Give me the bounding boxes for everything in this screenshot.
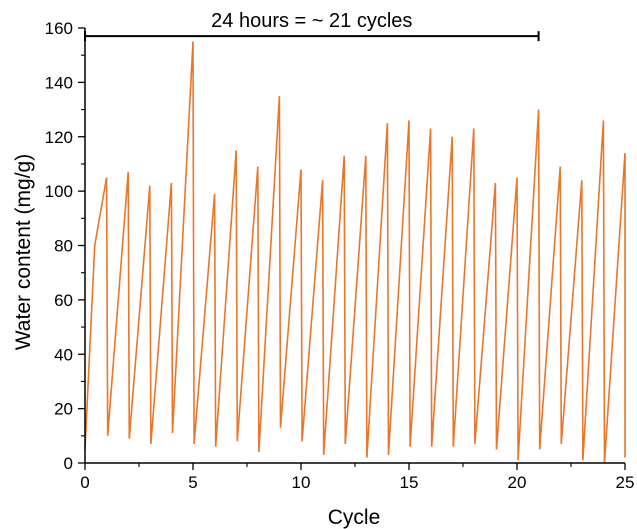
x-tick-label-15: 15	[400, 473, 419, 492]
y-tick-label-160: 160	[45, 19, 73, 38]
y-tick-label-80: 80	[54, 237, 73, 256]
ticks: 0 5 10 15 20 25 0 20 40 60 80 100 120 140 160	[45, 19, 635, 492]
plot-area	[84, 41, 626, 464]
y-tick-label-120: 120	[45, 128, 73, 147]
x-tick-label-20: 20	[508, 473, 527, 492]
x-axis-label: Cycle	[328, 506, 381, 529]
annotation: 24 hours = ~ 21 cycles	[84, 10, 540, 42]
annotation-text: 24 hours = ~ 21 cycles	[211, 10, 412, 32]
y-tick-label-140: 140	[45, 73, 73, 92]
y-tick-label-20: 20	[54, 400, 73, 419]
series-line-0	[84, 41, 626, 464]
y-tick-label-40: 40	[54, 345, 73, 364]
y-tick-label-100: 100	[45, 182, 73, 201]
y-tick-label-0: 0	[64, 454, 73, 473]
y-axis-label: Water content (mg/g)	[12, 154, 35, 350]
x-tick-label-0: 0	[80, 473, 89, 492]
y-tick-label-60: 60	[54, 291, 73, 310]
x-tick-label-25: 25	[616, 473, 635, 492]
x-tick-label-5: 5	[188, 473, 197, 492]
x-tick-label-10: 10	[292, 473, 311, 492]
